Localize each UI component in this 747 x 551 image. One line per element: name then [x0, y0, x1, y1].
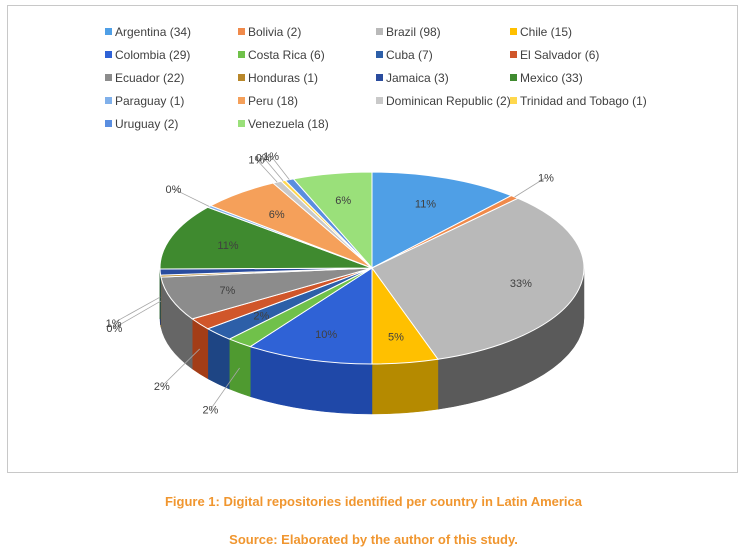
legend-item: Brazil (98) — [376, 25, 441, 39]
pie-slice-label: 1% — [248, 154, 264, 166]
pie-slice-label: 33% — [510, 278, 532, 290]
legend-swatch — [105, 120, 112, 127]
legend-label: Trinidad and Tobago (1) — [520, 93, 647, 108]
legend-label: Honduras (1) — [248, 70, 319, 85]
pie-slice — [249, 267, 373, 365]
legend-label: Argentina (34) — [115, 24, 192, 39]
legend-swatch — [376, 97, 383, 104]
legend-label: Cuba (7) — [386, 47, 433, 62]
leader-line — [255, 158, 278, 183]
pie-slice-label: 0% — [106, 323, 122, 335]
legend-item: Peru (18) — [238, 94, 298, 108]
legend-label: El Salvador (6) — [520, 47, 600, 62]
legend-item: Argentina (34) — [105, 25, 191, 39]
legend-item: Ecuador (22) — [105, 71, 184, 85]
pie-slice-label: 5% — [388, 331, 404, 343]
pie-slice — [292, 171, 373, 270]
pie-slice-label: 6% — [269, 209, 285, 221]
pie-slice — [371, 171, 513, 269]
leader-line — [114, 300, 161, 329]
leader-line — [161, 348, 200, 387]
pie-slice-label: 11% — [415, 198, 436, 210]
legend-swatch — [105, 28, 112, 35]
pie-slice-label: 1% — [106, 318, 122, 330]
legend-item: Jamaica (3) — [376, 71, 449, 85]
legend-item: Mexico (33) — [510, 71, 583, 85]
legend-swatch — [376, 28, 383, 35]
legend-label: Dominican Republic (2) — [386, 93, 511, 108]
pie-slice-side — [371, 358, 439, 415]
legend-item: Colombia (29) — [105, 48, 190, 62]
source-caption: Source: Elaborated by the author of this… — [229, 532, 518, 547]
legend-swatch — [510, 28, 517, 35]
legend-label: Colombia (29) — [115, 47, 191, 62]
leader-line — [173, 188, 210, 207]
legend-label: Mexico (33) — [520, 70, 583, 85]
legend-swatch — [376, 51, 383, 58]
legend-swatch — [238, 120, 245, 127]
legend-swatch — [376, 74, 383, 81]
legend-label: Brazil (98) — [386, 24, 441, 39]
legend-swatch — [510, 97, 517, 104]
legend-item: Uruguay (2) — [105, 117, 178, 131]
legend-row: Uruguay (2) Venezuela (18) — [105, 112, 725, 135]
pie-slice-side — [229, 338, 251, 397]
pie-slice — [159, 206, 373, 270]
legend-item: Chile (15) — [510, 25, 572, 39]
legend-item: Venezuela (18) — [238, 117, 329, 131]
pie-slice-label: 7% — [219, 285, 235, 297]
pie-slice-label: 1% — [263, 151, 279, 163]
pie-slice-label: 1% — [538, 172, 554, 184]
legend-swatch — [510, 51, 517, 58]
pie-slice — [160, 267, 373, 320]
legend-swatch — [105, 97, 112, 104]
leader-line — [270, 155, 290, 180]
leader-line — [263, 157, 284, 182]
legend-label: Jamaica (3) — [386, 70, 449, 85]
legend-row: Colombia (29) Costa Rica (6) Cuba (7) El Sa… — [105, 43, 725, 66]
legend-swatch — [238, 28, 245, 35]
legend-label: Ecuador (22) — [115, 70, 185, 85]
legend-label: Uruguay (2) — [115, 116, 179, 131]
chart-legend: Argentina (34) Bolivia (2) Brazil (98) Chil… — [105, 20, 725, 135]
legend-item: Bolivia (2) — [238, 25, 301, 39]
legend-row: Ecuador (22) Honduras (1) Jamaica (3) Mexic… — [105, 66, 725, 89]
legend-item: Cuba (7) — [376, 48, 433, 62]
legend-swatch — [238, 74, 245, 81]
pie-slice-label: 11% — [217, 240, 238, 252]
pie-chart: 11%1%33%5%10%2%2%2%7%0%1%11%0%6%1%0%1%6% — [106, 151, 585, 417]
legend-label: Costa Rica (6) — [248, 47, 325, 62]
legend-item: Dominican Republic (2) — [376, 94, 511, 108]
pie-slice — [371, 197, 585, 360]
legend-swatch — [105, 74, 112, 81]
legend-label: Peru (18) — [248, 93, 299, 108]
legend-swatch — [510, 74, 517, 81]
legend-swatch — [238, 97, 245, 104]
pie-slice-label: 2% — [253, 311, 269, 323]
pie-slice-label: 0% — [256, 153, 272, 165]
pie-slice-label: 2% — [154, 381, 170, 393]
pie-slice-label: 0% — [166, 184, 182, 196]
legend-item: Paraguay (1) — [105, 94, 184, 108]
figure-caption: Figure 1: Digital repositories identifie… — [164, 494, 583, 509]
legend-label: Venezuela (18) — [248, 116, 329, 131]
legend-item: El Salvador (6) — [510, 48, 599, 62]
pie-slice-label: 6% — [335, 195, 351, 207]
leader-line — [514, 177, 547, 198]
pie-slice-label: 10% — [315, 329, 337, 341]
legend-item: Costa Rica (6) — [238, 48, 325, 62]
legend-item: Trinidad and Tobago (1) — [510, 94, 647, 108]
legend-row: Argentina (34) Bolivia (2) Brazil (98) Chil… — [105, 20, 725, 43]
legend-swatch — [238, 51, 245, 58]
pie-slice-label: 2% — [202, 405, 218, 417]
legend-item: Honduras (1) — [238, 71, 318, 85]
legend-row: Paraguay (1) Peru (18) Dominican Republic … — [105, 89, 725, 112]
leader-line — [210, 367, 240, 410]
legend-label: Chile (15) — [520, 24, 573, 39]
legend-label: Bolivia (2) — [248, 24, 302, 39]
legend-swatch — [105, 51, 112, 58]
leader-line — [113, 296, 161, 324]
legend-label: Paraguay (1) — [115, 93, 185, 108]
